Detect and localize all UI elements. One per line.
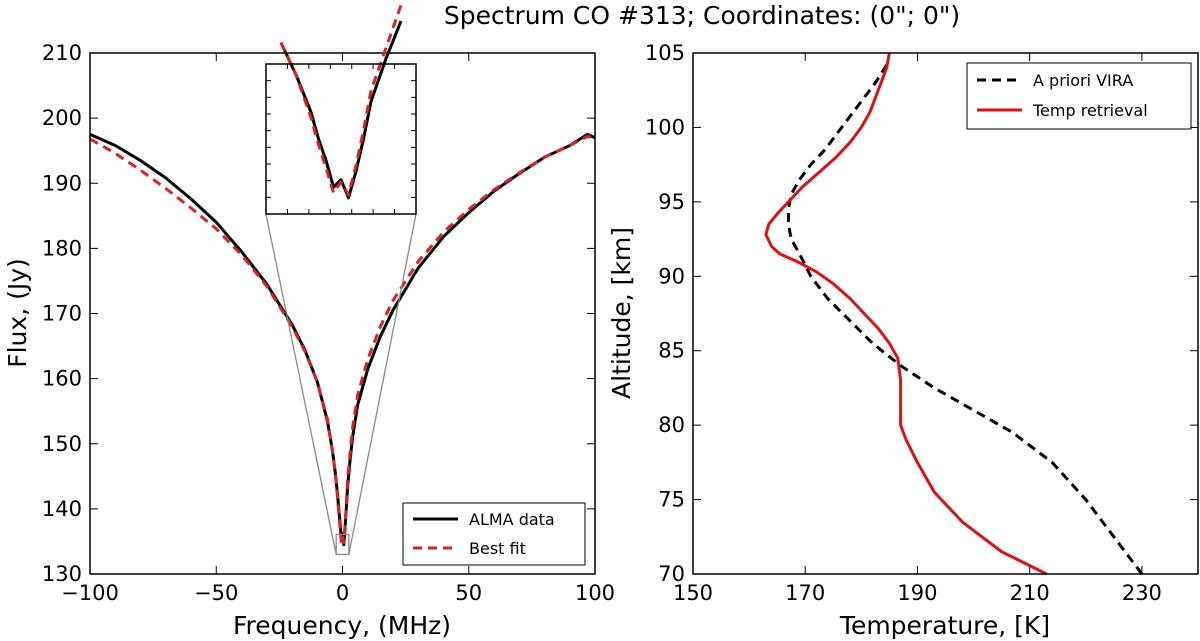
spectrum-panel: −100 −50 0 50 100 130 140 150 160 170 180 190 200 210… bbox=[3, 4, 615, 640]
inset-panel bbox=[265, 4, 417, 215]
temperature-x-axis-label: Temperature, [K] bbox=[839, 611, 1050, 640]
temperature-y-tick-label: 80 bbox=[658, 413, 685, 437]
temperature-x-tick-label: 150 bbox=[673, 581, 713, 605]
temperature-legend: A priori VIRA Temp retrieval bbox=[966, 62, 1192, 130]
legend-label-alma-data: ALMA data bbox=[469, 510, 555, 529]
temperature-series bbox=[764, 52, 1144, 576]
inset-series-alma-data bbox=[279, 20, 403, 200]
spectrum-y-tick-label: 170 bbox=[42, 302, 82, 326]
spectrum-x-tick-label: −100 bbox=[61, 581, 119, 605]
temperature-y-tick-label: 95 bbox=[658, 190, 685, 214]
spectrum-y-axis-label: Flux, (Jy) bbox=[3, 258, 32, 368]
temperature-y-tick-label: 75 bbox=[658, 488, 685, 512]
temperature-y-tick-label: 70 bbox=[658, 562, 685, 586]
temperature-y-axis-label: Altitude, [km] bbox=[607, 227, 636, 399]
inset-ticks bbox=[266, 64, 416, 214]
inset-series bbox=[279, 4, 403, 200]
inset-series-best-fit bbox=[279, 4, 403, 197]
temperature-y-tick-label: 90 bbox=[658, 264, 685, 288]
legend-label-best-fit: Best fit bbox=[469, 539, 526, 558]
spectrum-y-tick-label: 180 bbox=[42, 236, 82, 260]
legend-label-temp-retrieval: Temp retrieval bbox=[1032, 101, 1148, 120]
legend-label-a-priori-vira: A priori VIRA bbox=[1033, 71, 1133, 90]
inset-connector-right bbox=[348, 213, 417, 555]
temperature-series-temp-retrieval bbox=[764, 52, 1048, 576]
inset-source-box bbox=[335, 533, 350, 556]
temperature-x-tick-label: 230 bbox=[1122, 581, 1162, 605]
spectrum-plot-frame bbox=[89, 52, 596, 575]
temperature-x-tick-label: 210 bbox=[1010, 581, 1050, 605]
spectrum-y-tick-label: 190 bbox=[42, 171, 82, 195]
spectrum-y-tick-label: 140 bbox=[42, 497, 82, 521]
spectrum-legend: ALMA data Best fit bbox=[402, 502, 586, 566]
inset-connector-left bbox=[265, 213, 337, 555]
spectrum-y-tick-label: 150 bbox=[42, 432, 82, 456]
spectrum-series-best-fit bbox=[89, 134, 596, 545]
temperature-tick-labels: 150 170 190 210 230 70 75 80 85 90 95 100 105 bbox=[645, 41, 1162, 605]
spectrum-x-tick-label: 50 bbox=[455, 581, 482, 605]
spectrum-y-tick-label: 160 bbox=[42, 367, 82, 391]
temperature-x-tick-label: 170 bbox=[785, 581, 825, 605]
temperature-y-tick-label: 100 bbox=[645, 115, 685, 139]
spectrum-x-tick-label: 100 bbox=[575, 581, 615, 605]
temperature-y-tick-label: 105 bbox=[645, 41, 685, 65]
temperature-series-a-priori-vira bbox=[786, 59, 1144, 575]
spectrum-x-axis-label: Frequency, (MHz) bbox=[233, 611, 451, 640]
inset-zoom-lines bbox=[265, 213, 417, 556]
spectrum-tick-labels: −100 −50 0 50 100 130 140 150 160 170 180 190 200 210 bbox=[42, 41, 615, 605]
temperature-panel: 150 170 190 210 230 70 75 80 85 90 95 100 105 Temper… bbox=[607, 41, 1199, 640]
spectrum-y-tick-label: 130 bbox=[42, 562, 82, 586]
figure-title: Spectrum CO #313; Coordinates: (0"; 0") bbox=[444, 1, 960, 30]
spectrum-series bbox=[89, 132, 596, 547]
inset-frame bbox=[265, 63, 417, 215]
temperature-y-tick-label: 85 bbox=[658, 339, 685, 363]
spectrum-x-tick-label: 0 bbox=[336, 581, 349, 605]
spectrum-x-tick-label: −50 bbox=[194, 581, 238, 605]
temperature-x-tick-label: 190 bbox=[897, 581, 937, 605]
temperature-ticks bbox=[692, 52, 1198, 575]
spectrum-y-tick-label: 200 bbox=[42, 106, 82, 130]
spectrum-y-tick-label: 210 bbox=[42, 41, 82, 65]
temperature-plot-frame bbox=[692, 52, 1199, 575]
